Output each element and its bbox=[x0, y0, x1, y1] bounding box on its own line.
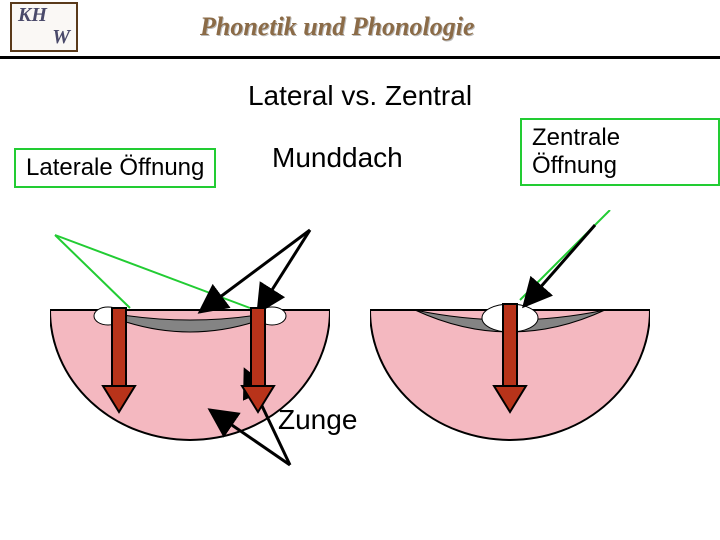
header: KH W Phonetik und Phonologie bbox=[0, 0, 720, 58]
header-divider bbox=[0, 56, 720, 59]
diagram bbox=[0, 210, 720, 410]
header-title: Phonetik und Phonologie bbox=[200, 12, 475, 42]
label-zentrale: Zentrale Öffnung bbox=[520, 118, 720, 186]
page-title: Lateral vs. Zentral bbox=[0, 80, 720, 112]
logo-line2: W bbox=[52, 26, 70, 48]
logo-line1: KH bbox=[18, 4, 47, 26]
diagram-svg bbox=[0, 210, 720, 470]
logo: KH W bbox=[10, 2, 78, 52]
label-laterale: Laterale Öffnung bbox=[14, 148, 216, 188]
label-munddach: Munddach bbox=[272, 142, 403, 174]
